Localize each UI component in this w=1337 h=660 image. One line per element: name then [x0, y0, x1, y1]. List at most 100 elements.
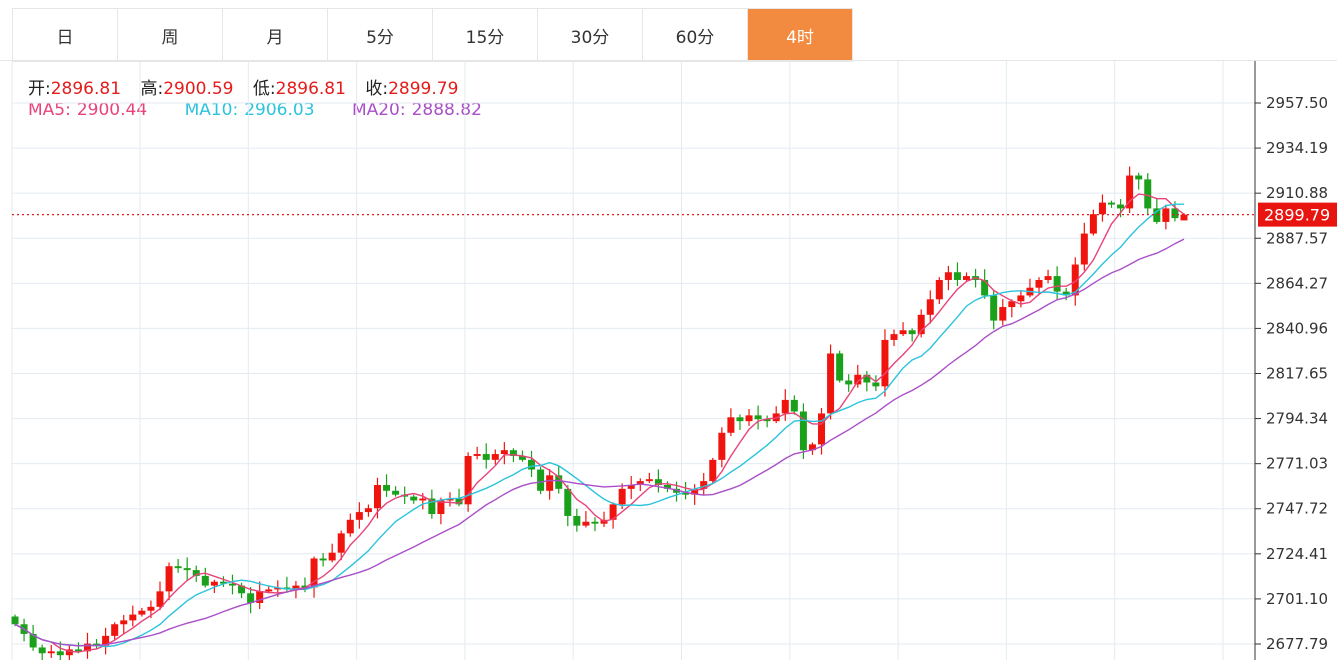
- high-value: 2900.59: [163, 79, 234, 99]
- candle-down: [38, 647, 46, 654]
- tab-2[interactable]: 月: [223, 9, 328, 61]
- candle-up: [147, 606, 155, 611]
- candle-up: [618, 488, 626, 505]
- ma10-label: MA10:: [184, 100, 239, 120]
- last-price-label: 2899.79: [1264, 206, 1330, 225]
- y-tick-label: 2887.57: [1266, 229, 1328, 247]
- candle-up: [727, 417, 735, 433]
- candle-up: [337, 533, 345, 553]
- candle-down: [410, 496, 418, 501]
- candle-down: [736, 417, 744, 422]
- ma20-line: [14, 238, 1185, 647]
- candle-down: [1153, 208, 1161, 222]
- candle-down: [537, 469, 545, 491]
- candle-up: [935, 279, 943, 300]
- candle-up: [129, 614, 137, 621]
- tab-7[interactable]: 4时: [748, 9, 853, 61]
- candle-down: [990, 295, 998, 321]
- tab-1[interactable]: 周: [118, 9, 223, 61]
- y-tick-label: 2701.10: [1266, 590, 1328, 608]
- y-tick-label: 2934.19: [1266, 139, 1328, 157]
- candle-down: [247, 593, 255, 603]
- y-tick-label: 2794.34: [1266, 410, 1328, 428]
- ma5-line: [14, 193, 1185, 653]
- candle-down: [863, 374, 871, 383]
- candle-up: [464, 455, 472, 505]
- candle-up: [899, 330, 907, 335]
- y-tick-label: 2840.96: [1266, 319, 1328, 337]
- candle-down: [754, 415, 762, 420]
- candle-down: [392, 490, 400, 495]
- ma5-label: MA5:: [28, 100, 71, 120]
- candle-up: [1162, 208, 1170, 222]
- candle-down: [790, 399, 798, 412]
- y-tick-label: 2771.03: [1266, 455, 1328, 473]
- candle-down: [29, 633, 37, 648]
- candle-up: [419, 498, 427, 501]
- candle-down: [591, 521, 599, 524]
- candle-down: [682, 492, 690, 495]
- y-tick-label: 2724.41: [1266, 545, 1328, 563]
- ma10-line: [14, 203, 1184, 648]
- candle-down: [555, 475, 563, 489]
- candle-down: [455, 498, 463, 505]
- candle-up: [491, 454, 499, 460]
- candle-up: [881, 339, 889, 387]
- candle-up: [1089, 214, 1097, 234]
- candle-down: [663, 484, 671, 489]
- candle-up: [500, 450, 508, 455]
- tab-6[interactable]: 60分: [643, 9, 748, 61]
- candle-up: [120, 620, 128, 625]
- candle-down: [383, 484, 391, 491]
- high-label: 高:: [140, 79, 164, 99]
- candle-down: [953, 272, 961, 280]
- y-tick-label: 2957.50: [1266, 94, 1328, 112]
- candle-up: [772, 413, 780, 422]
- ma5-value: 2900.44: [76, 100, 148, 120]
- tab-3[interactable]: 5分: [328, 9, 433, 61]
- candle-up: [645, 479, 653, 482]
- candle-up: [718, 432, 726, 460]
- candle-down: [1108, 202, 1116, 205]
- candle-up: [373, 484, 381, 509]
- candle-up: [1035, 279, 1043, 288]
- ohlc-readout: 开:2896.81 高:2900.59 低:2896.81 收:2899.79: [28, 74, 472, 99]
- candle-up: [700, 481, 708, 489]
- candle-down: [872, 382, 880, 387]
- candle-up: [102, 635, 110, 646]
- candle-up: [355, 512, 363, 520]
- tab-4[interactable]: 15分: [433, 9, 538, 61]
- tab-0[interactable]: 日: [13, 9, 118, 61]
- candle-up: [827, 353, 835, 414]
- close-value: 2899.79: [388, 79, 459, 99]
- candle-up: [346, 519, 354, 534]
- candle-down: [301, 585, 309, 588]
- open-label: 开:: [28, 79, 51, 99]
- ma20-label: MA20:: [351, 100, 406, 120]
- candle-up: [328, 552, 336, 561]
- candle-up: [709, 459, 717, 482]
- candle-down: [428, 498, 436, 515]
- candle-up: [1044, 276, 1052, 280]
- candle-up: [781, 399, 789, 414]
- last-price-tag: [1258, 202, 1337, 227]
- candle-up: [609, 504, 617, 520]
- close-label: 收:: [365, 79, 389, 99]
- candle-up: [111, 624, 119, 636]
- candle-down: [908, 330, 916, 335]
- candle-up: [473, 454, 481, 456]
- candle-down: [836, 353, 844, 381]
- candle-up: [210, 581, 218, 586]
- candle-down: [573, 515, 581, 526]
- y-tick-label: 2677.79: [1266, 635, 1328, 653]
- ma5-readout: MA5: 2900.44: [28, 100, 163, 120]
- candle-down: [1171, 208, 1179, 219]
- open-value: 2896.81: [50, 79, 122, 99]
- tab-5[interactable]: 30分: [538, 9, 643, 61]
- divider: [0, 60, 1337, 61]
- candle-down: [74, 649, 82, 652]
- candle-down: [654, 479, 662, 485]
- candle-down: [1144, 179, 1152, 209]
- candle-up: [1126, 175, 1134, 209]
